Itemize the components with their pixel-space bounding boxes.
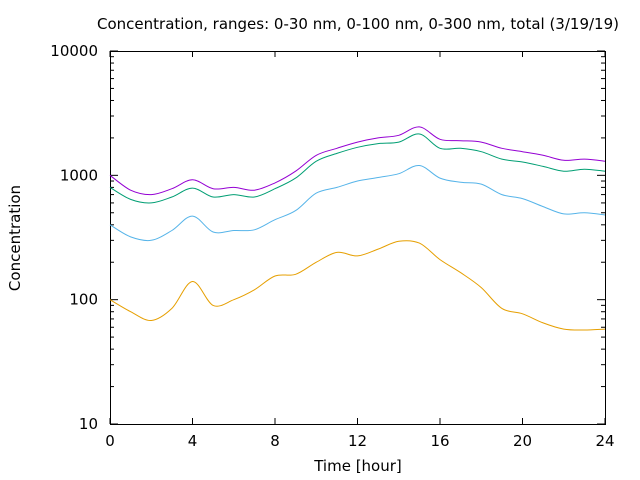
x-axis: 0 4 8 12 16 20 24 [105, 51, 615, 450]
x-tick-label: 12 [348, 432, 367, 450]
series-0-100nm-line [109, 164, 606, 242]
series-total-line [109, 126, 606, 196]
x-tick-label: 0 [105, 432, 115, 450]
y-tick-label: 100 [69, 291, 98, 309]
y-tick-label: 10 [79, 415, 98, 433]
x-tick-label: 16 [430, 432, 449, 450]
series-lines [109, 126, 606, 331]
y-axis: 10 100 1000 10000 [50, 42, 605, 433]
chart-title: Concentration, ranges: 0-30 nm, 0-100 nm… [97, 15, 619, 33]
y-tick-label: 10000 [50, 42, 98, 60]
x-tick-label: 8 [270, 432, 280, 450]
series-0-300nm-line [109, 133, 606, 204]
series-0-30nm-line [109, 240, 606, 331]
y-axis-label: Concentration [6, 185, 24, 291]
x-tick-label: 24 [595, 432, 614, 450]
x-tick-label: 4 [188, 432, 198, 450]
x-axis-label: Time [hour] [313, 457, 402, 475]
y-tick-label: 1000 [60, 166, 98, 184]
x-tick-label: 20 [513, 432, 532, 450]
plot-frame [110, 51, 606, 425]
